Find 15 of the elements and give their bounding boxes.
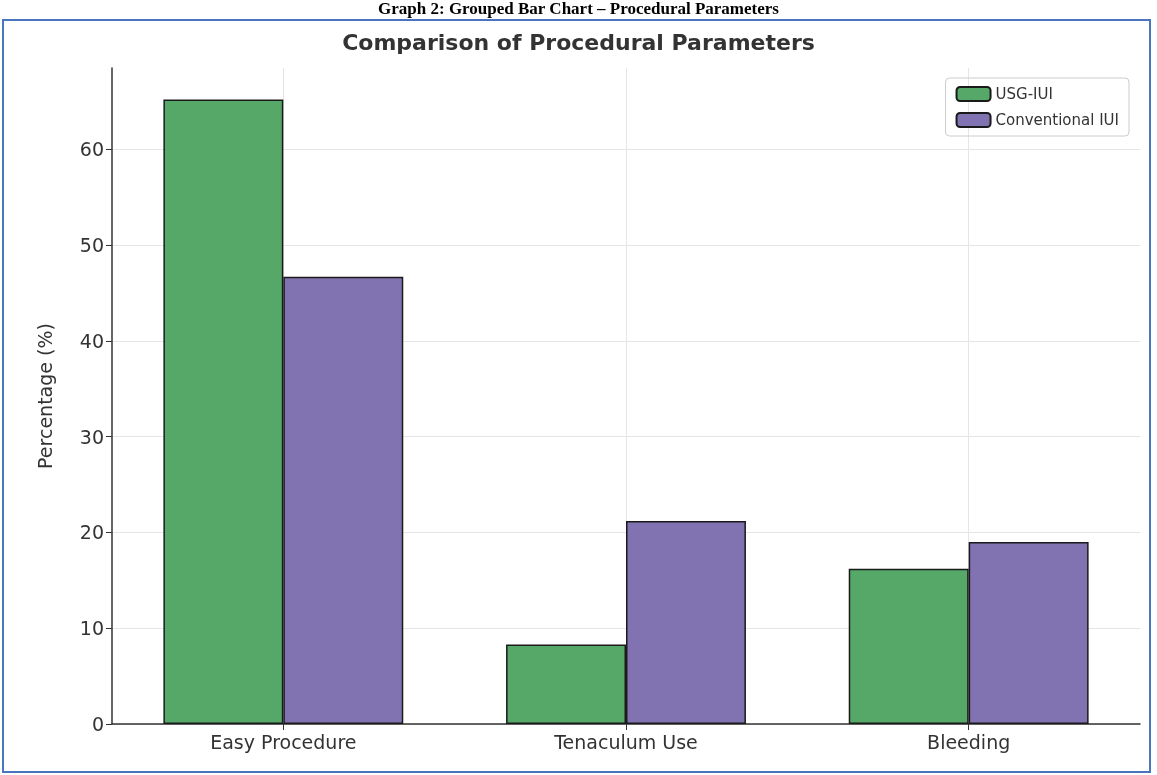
- chart-title: Graph 2: Grouped Bar Chart – Procedural Parameters: [377, 0, 780, 18]
- y-tick-label: 50: [79, 234, 104, 257]
- y-tick-label: 20: [79, 521, 104, 544]
- legend-label: Conventional IUI: [995, 111, 1120, 129]
- y-tick-label: 30: [79, 425, 104, 448]
- x-tick-label: Bleeding: [927, 730, 1011, 753]
- y-tick-label: 0: [91, 713, 104, 735]
- legend-label: USG-IUI: [995, 85, 1053, 103]
- y-axis-title: Percentage (%): [33, 323, 56, 469]
- y-tick-label: 10: [79, 617, 104, 640]
- y-tick-label: 60: [79, 138, 104, 161]
- x-tick-label: Easy Procedure: [210, 730, 357, 753]
- y-tick-label: 40: [79, 329, 104, 352]
- x-tick-label: Tenaculum Use: [553, 730, 698, 753]
- chart-subtitle: Comparison of Procedural Parameters: [342, 29, 815, 55]
